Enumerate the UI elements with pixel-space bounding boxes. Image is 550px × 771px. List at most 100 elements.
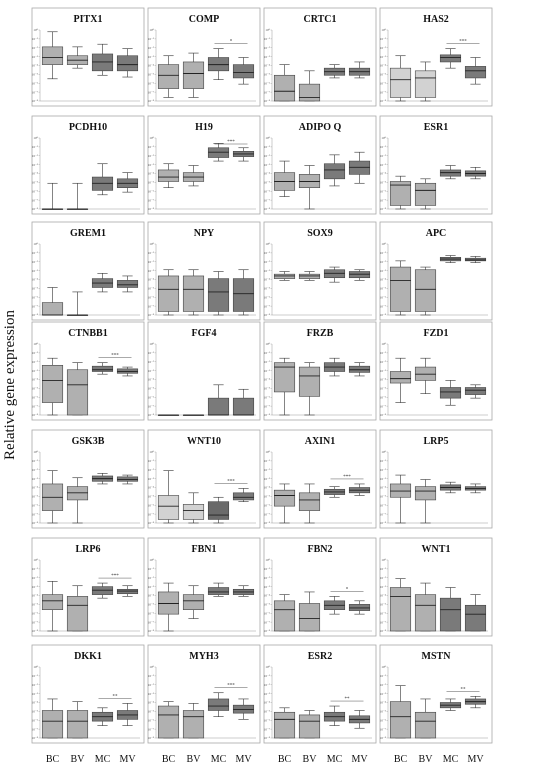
box-iqr: [273, 362, 296, 393]
y-tick-label: 10⁻⁸: [264, 629, 271, 633]
panel-title: FBN2: [308, 544, 333, 555]
y-tick-label: 10⁻¹: [148, 251, 154, 255]
y-tick-label: 10⁻⁸: [264, 736, 271, 740]
box-bv: [66, 291, 89, 316]
box-bc: [41, 357, 64, 416]
box-iqr: [182, 275, 205, 312]
box-iqr: [232, 492, 255, 501]
box-bv: [182, 703, 205, 739]
y-tick-label: 10⁰: [149, 450, 154, 454]
y-tick-label: 10⁰: [149, 665, 154, 669]
y-tick-label: 10⁻⁶: [32, 295, 39, 299]
y-tick-label: 10⁻⁶: [380, 395, 387, 399]
y-tick-label: 10⁻³: [148, 585, 154, 589]
y-tick-label: 10⁻⁵: [264, 710, 271, 714]
panel-title: PCDH10: [69, 122, 107, 133]
y-tick-label: 10⁻³: [32, 692, 38, 696]
significance-label: **: [113, 694, 119, 699]
significance-bracket: ***: [98, 354, 132, 359]
box-mc: [439, 481, 462, 494]
box-bv: [298, 70, 321, 102]
box-mv: [464, 695, 487, 709]
panel-title: CRTC1: [304, 14, 337, 25]
box-iqr: [298, 366, 321, 397]
y-tick-label: 10⁻⁸: [148, 629, 155, 633]
box-iqr: [182, 504, 205, 520]
x-category-label: BC: [162, 754, 176, 765]
significance-label: *: [346, 587, 349, 592]
box-mv: [464, 384, 487, 399]
box-bc: [389, 578, 412, 632]
box-iqr: [298, 603, 321, 632]
box-mv: [232, 388, 255, 416]
y-tick-label: 10⁻⁴: [264, 594, 271, 598]
y-tick-label: 10⁻²: [380, 683, 386, 687]
box-mv: [116, 703, 139, 726]
y-tick-label: 10⁻⁷: [32, 512, 39, 516]
panel-frame: [147, 7, 261, 107]
box-bv: [298, 591, 321, 632]
y-tick-label: 10⁻⁷: [380, 90, 387, 94]
box-bc: [273, 707, 296, 739]
y-tick-label: 10⁻⁷: [32, 198, 39, 202]
y-tick-label: 10⁻¹: [264, 37, 270, 41]
panel-pitx1: PITX1 10⁻⁸ 10⁻⁷ 10⁻⁶ 10⁻⁵ 10⁻⁴ 10⁻³ 10⁻² 10⁻¹ 10⁰: [31, 7, 145, 107]
box-iqr: [41, 710, 64, 739]
panel-title: AXIN1: [305, 436, 336, 447]
box-bv: [66, 362, 89, 416]
y-tick-label: 10⁻¹: [148, 37, 154, 41]
box-mv: [232, 57, 255, 85]
panel-frame: [31, 221, 145, 321]
y-tick-label: 10⁻⁸: [380, 413, 387, 417]
y-tick-label: 10⁻¹: [380, 567, 386, 571]
box-iqr: [439, 387, 462, 399]
y-tick-label: 10⁻⁸: [380, 313, 387, 317]
box-bv: [66, 477, 89, 524]
panel-has2: HAS2 10⁻⁸ 10⁻⁷ 10⁻⁶ 10⁻⁵ 10⁻⁴ 10⁻³ 10⁻² 10⁻¹ 10⁰ *…: [379, 7, 493, 107]
box-bc: [157, 470, 180, 524]
panel-wnt1: WNT1 10⁻⁸ 10⁻⁷ 10⁻⁶ 10⁻⁵ 10⁻⁴ 10⁻³ 10⁻² 10⁻¹ 10⁰: [379, 537, 493, 637]
y-tick-label: 10⁰: [149, 136, 154, 140]
panel-frame: [379, 429, 493, 529]
x-category-label: BC: [278, 754, 292, 765]
y-tick-label: 10⁻⁸: [148, 413, 155, 417]
box-mc: [439, 165, 462, 180]
box-mc: [91, 272, 114, 293]
y-tick-label: 10⁻⁴: [264, 701, 271, 705]
y-tick-label: 10⁻¹: [32, 251, 38, 255]
y-tick-label: 10⁻⁴: [148, 278, 155, 282]
y-tick-label: 10⁻⁴: [380, 378, 387, 382]
y-tick-label: 10⁻⁸: [264, 313, 271, 317]
significance-label: *: [230, 40, 233, 45]
y-tick-label: 10⁻⁷: [380, 198, 387, 202]
box-bc: [273, 271, 296, 281]
box-bv: [182, 269, 205, 316]
y-tick-label: 10⁻⁴: [148, 64, 155, 68]
panel-title: FZD1: [424, 328, 449, 339]
box-iqr: [298, 714, 321, 739]
panel-title: ESR2: [308, 651, 332, 662]
y-tick-label: 10⁰: [33, 450, 38, 454]
panel-pcdh10: PCDH10 10⁻⁸ 10⁻⁷ 10⁻⁶ 10⁻⁵ 10⁻⁴ 10⁻³ 10⁻² 10⁻¹ 10…: [31, 115, 145, 215]
box-mv: [464, 483, 487, 494]
y-tick-label: 10⁻⁷: [32, 620, 39, 624]
box-mv: [348, 710, 371, 729]
y-tick-label: 10⁻⁴: [380, 486, 387, 490]
significance-bracket: ***: [214, 479, 248, 484]
y-tick-label: 10⁻⁷: [32, 404, 39, 408]
y-tick-label: 10⁰: [265, 28, 270, 32]
box-bv: [66, 46, 89, 69]
y-tick-label: 10⁻⁵: [148, 181, 155, 185]
box-bv: [182, 492, 205, 524]
panel-title: LRP6: [76, 544, 101, 555]
y-tick-label: 10⁻²: [264, 360, 270, 364]
y-tick-label: 10⁻⁷: [148, 304, 155, 308]
y-tick-label: 10⁻⁶: [148, 611, 155, 615]
box-iqr: [323, 163, 346, 180]
y-tick-label: 10⁰: [149, 558, 154, 562]
box-bv: [414, 479, 437, 524]
box-bc: [41, 182, 64, 210]
box-iqr: [182, 710, 205, 739]
y-tick-label: 10⁻⁷: [148, 727, 155, 731]
y-tick-label: 10⁻⁵: [148, 73, 155, 77]
